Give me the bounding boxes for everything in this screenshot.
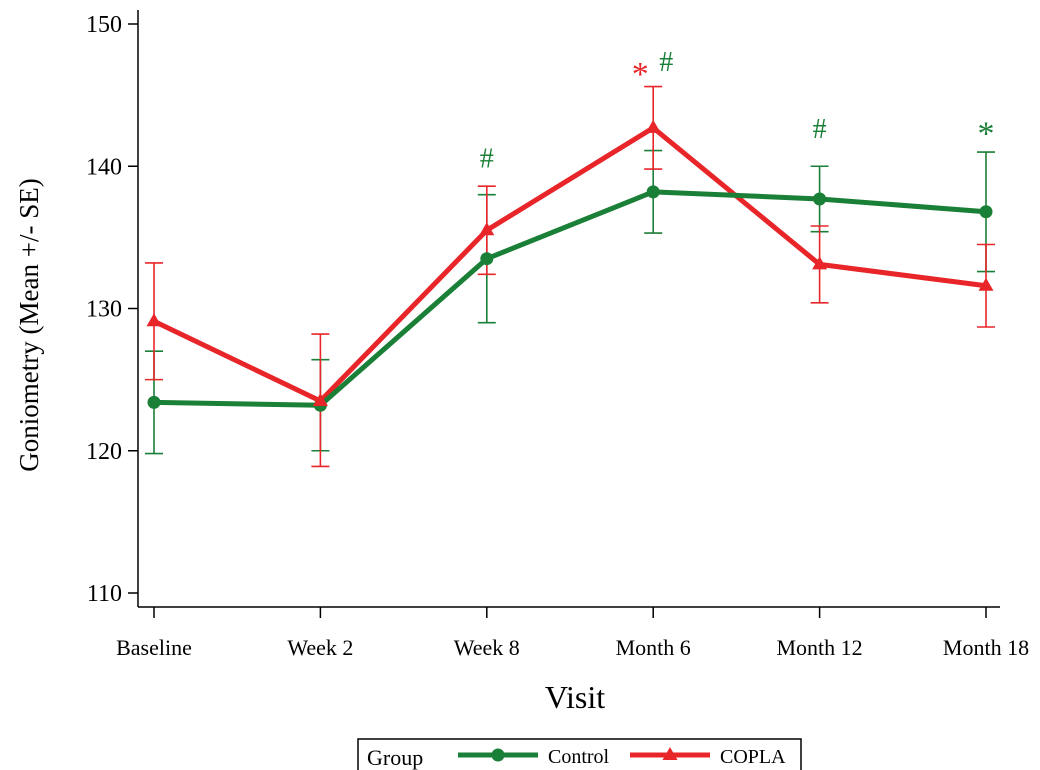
- x-tick-label: Month 18: [943, 635, 1029, 660]
- y-axis-label: Goniometry (Mean +/- SE): [14, 178, 44, 471]
- series-lines: [152, 125, 987, 408]
- legend-marker: [491, 748, 505, 762]
- data-point: [645, 119, 661, 133]
- data-point: [312, 392, 328, 406]
- axes: 110 120 130 140 150 Baseline Week 2 Week 8 Month…: [86, 10, 1029, 660]
- data-point: [147, 395, 161, 409]
- data-point: [978, 277, 994, 291]
- y-tick-label: 110: [87, 581, 122, 607]
- y-tick-label: 120: [86, 439, 122, 465]
- series-line-control: [153, 189, 987, 408]
- series-markers: [146, 119, 994, 412]
- y-tick-label: 130: [86, 297, 122, 323]
- annotations: # * # # *: [480, 47, 995, 175]
- y-tick-label: 150: [86, 12, 122, 38]
- data-point: [812, 256, 828, 270]
- legend-items: Control COPLA: [458, 746, 786, 768]
- data-point: [813, 192, 827, 206]
- legend-label: Control: [548, 746, 610, 768]
- legend: Group Control COPLA: [357, 738, 802, 770]
- data-point: [979, 205, 993, 219]
- legend-title: Group: [367, 745, 423, 770]
- legend-frame: [357, 738, 802, 770]
- x-tick-label: Baseline: [116, 635, 192, 660]
- x-tick-label: Month 12: [777, 635, 863, 660]
- series-line-copla: [152, 125, 987, 404]
- significance-marker: #: [813, 114, 827, 145]
- x-tick-label: Week 2: [287, 635, 353, 660]
- significance-marker: #: [480, 144, 494, 175]
- data-point: [146, 313, 162, 327]
- data-point: [646, 185, 660, 199]
- error-bars: [145, 85, 995, 468]
- significance-marker: #: [659, 47, 673, 78]
- legend-label: COPLA: [720, 746, 786, 768]
- significance-marker: *: [978, 116, 995, 153]
- data-point: [480, 252, 494, 266]
- y-tick-label: 140: [86, 154, 122, 180]
- x-axis-label: Visit: [545, 679, 605, 715]
- legend-marker: [662, 747, 678, 760]
- x-tick-label: Month 6: [616, 635, 691, 660]
- significance-marker: *: [632, 56, 649, 93]
- x-tick-label: Week 8: [454, 635, 520, 660]
- data-point: [479, 222, 495, 236]
